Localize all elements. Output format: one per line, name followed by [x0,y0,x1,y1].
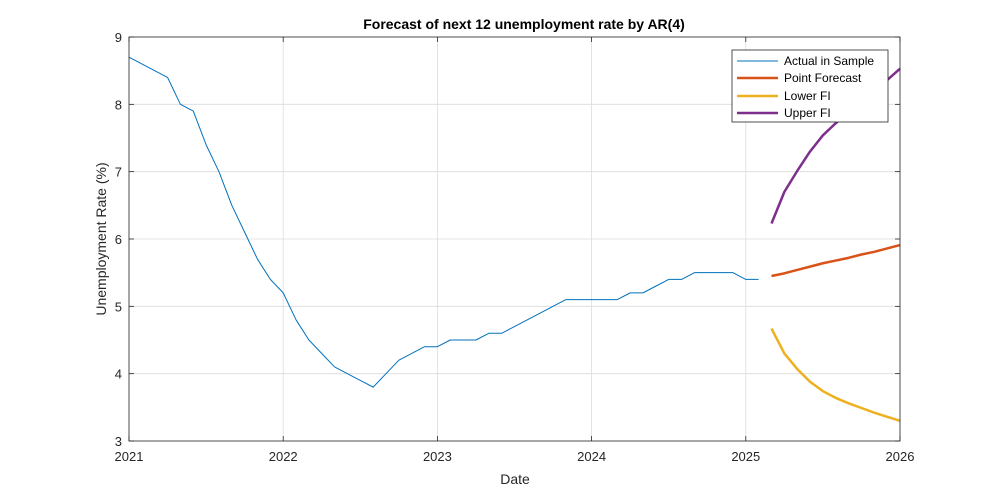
x-axis-label: Date [500,471,530,487]
y-tick-label: 6 [115,232,122,247]
y-tick-label: 7 [115,165,122,180]
legend-entry-upper-fi: Upper FI [784,106,831,120]
chart-title: Forecast of next 12 unemployment rate by… [363,16,685,32]
legend-entry-lower-fi: Lower FI [784,89,831,103]
legend: Actual in Sample Point Forecast Lower FI… [731,49,889,123]
y-tick-label: 4 [115,367,122,382]
lower-fi-line [770,327,901,422]
y-axis-label: Unemployment Rate (%) [93,162,109,315]
x-tick-label: 2022 [269,449,298,464]
y-tick-label: 9 [115,30,122,45]
legend-box [731,49,889,123]
point-forecast-line [771,243,901,278]
y-tick-label: 5 [115,299,122,314]
legend-entry-point-forecast: Point Forecast [784,71,862,85]
actual-in-sample-line [128,56,759,388]
x-tick-label: 2023 [423,449,452,464]
x-tick-label: 2021 [115,449,144,464]
x-tick-label: 2026 [886,449,915,464]
y-tick-label: 3 [115,434,122,449]
x-tick-label: 2025 [731,449,760,464]
x-tick-label: 2024 [577,449,606,464]
y-tick-label: 8 [115,97,122,112]
axis-ticks: 2021 2022 2023 2024 2025 2026 3 4 5 6 7 8 9 [115,30,915,464]
legend-entry-actual: Actual in Sample [784,54,874,68]
